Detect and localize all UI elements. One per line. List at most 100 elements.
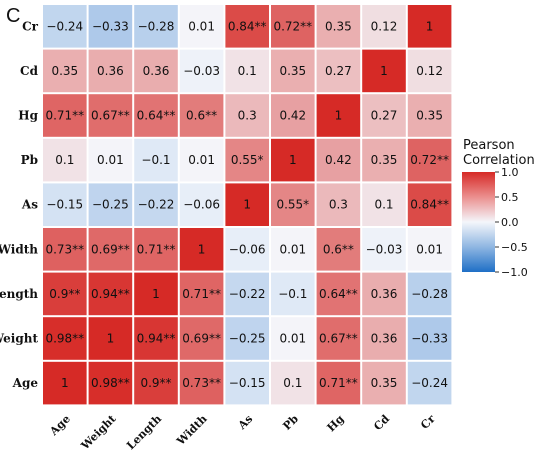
cell-value-label: −0.28 [138,19,175,33]
cell-value-label: 0.84** [410,198,449,212]
heatmap-cell [271,5,315,48]
heatmap-cell [316,272,361,316]
heatmap-cell [179,49,224,93]
cell-value-label: 0.27 [325,64,352,78]
legend-tick-label: 0.0 [501,216,519,229]
heatmap-cell [407,5,452,48]
cell-value-label: −0.22 [229,287,266,301]
cell-value-label: 0.1 [55,153,74,167]
heatmap-cell [407,228,452,271]
heatmap-cell [271,94,315,137]
cell-value-label: 0.84** [228,19,267,33]
column-label: As [235,412,255,432]
heatmap-cell [225,361,269,405]
row-label: Length [0,287,38,301]
heatmap-cell [134,183,178,226]
heatmap-cell [362,5,406,48]
heatmap-cell [225,138,269,182]
heatmap-cells: −0.24 −0.33 −0.28 0.01 0.84** 0.72** 0.35 0.12 1… [43,5,452,405]
legend-color-bar [462,172,495,272]
cell-value-label: 0.73** [182,376,221,390]
cell-value-label: 0.67** [319,332,358,346]
heatmap-cell [43,361,87,405]
cell-value-label: 0.6** [186,109,217,123]
heatmap-cell [179,5,224,48]
heatmap-cell [362,138,406,182]
cell-value-label: −0.22 [138,198,175,212]
legend-tick-label: 0.5 [501,191,519,204]
cell-value-label: 0.6** [323,242,354,256]
cell-value-label: 0.36 [371,287,398,301]
heatmap-cell [88,49,133,93]
heatmap-cell [43,5,87,48]
cell-value-label: 0.67** [91,109,130,123]
heatmap-cell [362,228,406,271]
heatmap-cell [271,138,315,182]
legend-tick-label: 1.0 [501,166,519,179]
cell-value-label: −0.06 [183,198,220,212]
cell-value-label: 0.1 [374,198,393,212]
cell-value-label: 0.71** [45,109,84,123]
cell-value-label: 0.36 [371,332,398,346]
cell-value-label: 0.3 [329,198,348,212]
cell-value-label: 1 [198,242,206,256]
cell-value-label: 0.55* [276,198,309,212]
column-label: Width [174,412,210,448]
heatmap-cell [43,272,87,316]
cell-value-label: 0.94** [137,332,176,346]
cell-value-label: 0.71** [319,376,358,390]
row-label: As [21,198,38,212]
cell-value-label: −0.25 [92,198,129,212]
cell-value-label: 1 [380,64,388,78]
cell-value-label: 0.35 [416,109,443,123]
heatmap-cell [179,317,224,360]
cell-value-label: 0.35 [371,153,398,167]
row-label: Age [12,376,39,390]
cell-value-label: 0.9** [140,376,171,390]
cell-value-label: 0.42 [325,153,352,167]
heatmap-cell [271,228,315,271]
column-label: Cd [371,412,392,433]
heatmap-cell [134,138,178,182]
heatmap-cell [407,49,452,93]
heatmap-cell [43,183,87,226]
cell-value-label: −0.24 [46,19,83,33]
cell-value-label: −0.33 [92,19,129,33]
heatmap-cell [134,5,178,48]
cell-value-label: 0.3 [238,109,257,123]
heatmap-cell [316,94,361,137]
heatmap-cell [407,94,452,137]
column-labels: Age Weight Length Width As Pb Hg Cd Cr [47,412,438,453]
heatmap-cell [362,94,406,137]
heatmap-cell [179,361,224,405]
cell-value-label: 0.73** [45,242,84,256]
heatmap-cell [271,49,315,93]
heatmap-cell [407,272,452,316]
heatmap-cell [179,94,224,137]
column-label: Weight [78,412,119,453]
color-legend: Pearson Correlation 1.0 0.5 0.0 −0.5 −1.0 [462,138,535,279]
cell-value-label: 0.71** [182,287,221,301]
cell-value-label: −0.24 [411,376,448,390]
cell-value-label: 0.36 [97,64,124,78]
row-label: Width [0,242,38,256]
cell-value-label: 1 [107,332,115,346]
heatmap-cell [316,138,361,182]
cell-value-label: 0.64** [137,109,176,123]
heatmap-cell [43,317,87,360]
heatmap-cell [225,94,269,137]
cell-value-label: 0.94** [91,287,130,301]
legend-ticks: 1.0 0.5 0.0 −0.5 −1.0 [495,166,528,279]
cell-value-label: 0.42 [279,109,306,123]
heatmap-cell [43,49,87,93]
heatmap-cell [88,228,133,271]
heatmap-cell [362,272,406,316]
heatmap-cell [134,361,178,405]
heatmap-cell [179,138,224,182]
heatmap-cell [225,49,269,93]
cell-value-label: 0.35 [325,19,352,33]
heatmap-cell [179,272,224,316]
heatmap-cell [407,183,452,226]
legend-tick-label: −1.0 [501,266,528,279]
